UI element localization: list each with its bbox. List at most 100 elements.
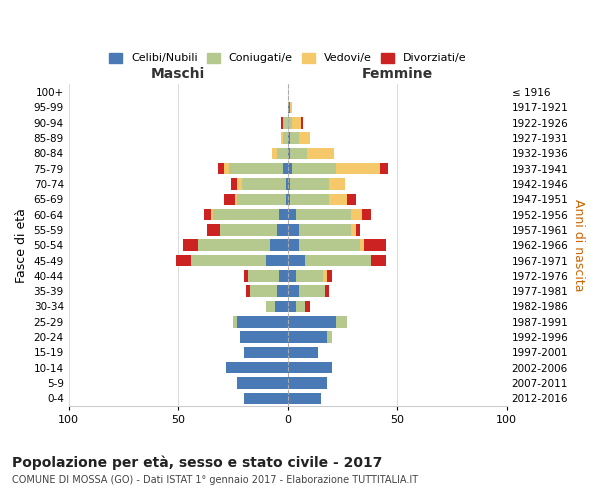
Bar	[275, 300, 287, 312]
Bar	[287, 209, 296, 220]
Bar	[287, 194, 290, 205]
Bar	[356, 224, 360, 235]
Bar	[287, 102, 290, 113]
Bar	[281, 132, 283, 144]
Bar	[336, 316, 347, 328]
Bar	[238, 194, 286, 205]
Text: Popolazione per età, sesso e stato civile - 2017: Popolazione per età, sesso e stato civil…	[12, 455, 382, 469]
Bar	[238, 378, 287, 389]
Bar	[231, 178, 238, 190]
Bar	[281, 117, 283, 128]
Bar	[283, 163, 287, 174]
Bar	[292, 163, 336, 174]
Bar	[296, 300, 305, 312]
Bar	[213, 209, 279, 220]
Bar	[307, 148, 334, 159]
Bar	[327, 270, 331, 281]
Bar	[277, 148, 287, 159]
Bar	[362, 209, 371, 220]
Bar	[286, 178, 287, 190]
Bar	[218, 163, 224, 174]
Bar	[287, 148, 290, 159]
Bar	[246, 286, 250, 297]
Text: Femmine: Femmine	[362, 68, 433, 82]
Bar	[238, 178, 242, 190]
Bar	[233, 316, 238, 328]
Bar	[287, 132, 290, 144]
Bar	[351, 209, 362, 220]
Bar	[198, 240, 270, 251]
Bar	[270, 240, 287, 251]
Bar	[224, 163, 229, 174]
Bar	[290, 148, 307, 159]
Bar	[287, 178, 290, 190]
Bar	[287, 286, 299, 297]
Bar	[266, 255, 287, 266]
Bar	[287, 316, 336, 328]
Y-axis label: Anni di nascita: Anni di nascita	[572, 199, 585, 292]
Y-axis label: Fasce di età: Fasce di età	[15, 208, 28, 282]
Bar	[323, 270, 327, 281]
Bar	[299, 132, 310, 144]
Bar	[287, 346, 319, 358]
Bar	[347, 194, 356, 205]
Bar	[279, 209, 287, 220]
Bar	[287, 163, 292, 174]
Bar	[329, 178, 344, 190]
Bar	[296, 270, 323, 281]
Bar	[329, 194, 347, 205]
Bar	[287, 270, 296, 281]
Bar	[176, 255, 191, 266]
Bar	[286, 194, 287, 205]
Bar	[305, 300, 310, 312]
Bar	[239, 332, 287, 343]
Bar	[290, 194, 329, 205]
Bar	[244, 392, 287, 404]
Bar	[380, 163, 388, 174]
Bar	[292, 117, 301, 128]
Bar	[287, 224, 299, 235]
Bar	[191, 255, 266, 266]
Bar	[283, 132, 287, 144]
Bar	[290, 132, 299, 144]
Bar	[287, 117, 292, 128]
Bar	[305, 255, 371, 266]
Bar	[244, 270, 248, 281]
Bar	[325, 286, 329, 297]
Bar	[327, 332, 331, 343]
Bar	[266, 300, 275, 312]
Bar	[371, 255, 386, 266]
Bar	[279, 270, 287, 281]
Bar	[287, 332, 327, 343]
Bar	[277, 224, 287, 235]
Legend: Celibi/Nubili, Coniugati/e, Vedovi/e, Divorziati/e: Celibi/Nubili, Coniugati/e, Vedovi/e, Di…	[104, 48, 471, 68]
Bar	[290, 178, 329, 190]
Bar	[364, 240, 386, 251]
Bar	[250, 286, 277, 297]
Bar	[287, 378, 327, 389]
Bar	[283, 117, 287, 128]
Bar	[287, 240, 299, 251]
Bar	[229, 163, 283, 174]
Bar	[299, 286, 325, 297]
Bar	[272, 148, 277, 159]
Bar	[301, 117, 303, 128]
Bar	[351, 224, 356, 235]
Text: Maschi: Maschi	[151, 68, 205, 82]
Bar	[235, 194, 238, 205]
Bar	[360, 240, 364, 251]
Bar	[287, 300, 296, 312]
Bar	[211, 209, 213, 220]
Bar	[299, 224, 351, 235]
Bar	[244, 346, 287, 358]
Bar	[226, 362, 287, 374]
Bar	[182, 240, 198, 251]
Bar	[299, 240, 360, 251]
Text: COMUNE DI MOSSA (GO) - Dati ISTAT 1° gennaio 2017 - Elaborazione TUTTITALIA.IT: COMUNE DI MOSSA (GO) - Dati ISTAT 1° gen…	[12, 475, 418, 485]
Bar	[242, 178, 286, 190]
Bar	[290, 102, 292, 113]
Bar	[205, 209, 211, 220]
Bar	[287, 362, 331, 374]
Bar	[238, 316, 287, 328]
Bar	[296, 209, 351, 220]
